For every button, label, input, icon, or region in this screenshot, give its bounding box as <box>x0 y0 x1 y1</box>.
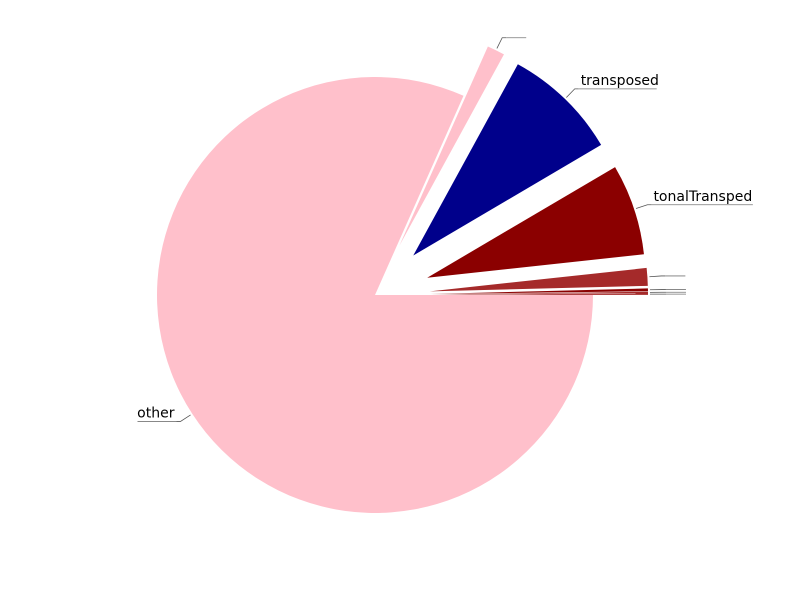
leader-line <box>176 414 191 422</box>
leader-line <box>566 88 579 98</box>
pie-slice-unlabeled-1 <box>399 46 504 246</box>
leader-line <box>635 204 652 209</box>
pie-labels: other transposed tonalTransped <box>137 37 753 422</box>
leader-line <box>649 275 666 278</box>
slice-label-transposed: transposed <box>581 73 659 89</box>
pie-slice-unlabeled-4 <box>429 267 648 292</box>
pie-slice-other <box>156 76 594 513</box>
pie-slice-transposed <box>413 64 602 256</box>
leader-line <box>496 37 507 49</box>
pie-slice-unlabeled-6 <box>429 291 648 295</box>
pie-slice-unlabeled-5 <box>429 288 648 294</box>
slice-label-tonalTransped: tonalTransped <box>653 189 752 205</box>
slice-label-other: other <box>137 405 175 421</box>
pie-slice-tonalTransped <box>427 167 644 278</box>
pie-slice-unlabeled-7 <box>429 293 648 295</box>
pie-slices <box>156 46 648 513</box>
